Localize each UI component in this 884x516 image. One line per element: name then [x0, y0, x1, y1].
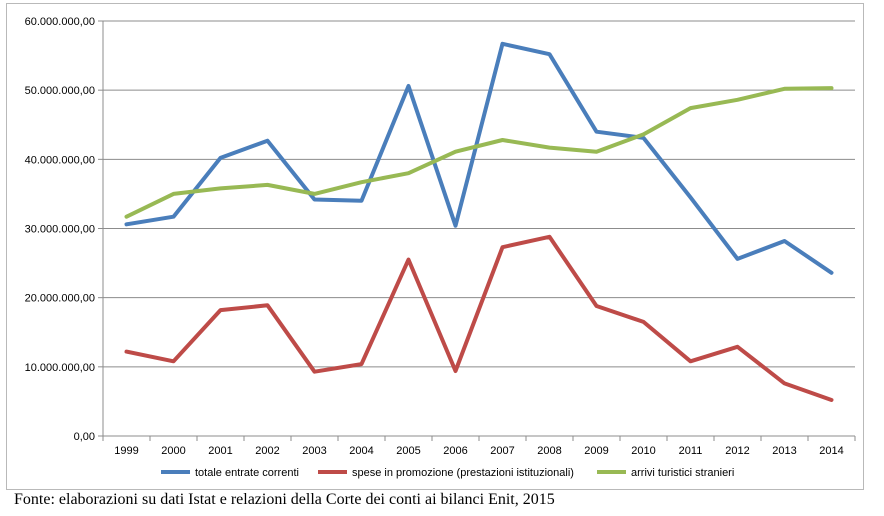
chart-frame — [6, 3, 864, 490]
data-point — [126, 223, 127, 225]
x-tick-label: 2003 — [302, 445, 326, 457]
data-point — [831, 399, 832, 401]
y-tick-label: 0,00 — [74, 431, 95, 443]
x-tick-label: 2010 — [631, 445, 655, 457]
series-line — [124, 86, 834, 219]
legend-label: spese in promozione (prestazioni istituz… — [352, 467, 574, 479]
data-point — [596, 131, 597, 133]
source-note: Fonte: elaborazioni su dati Istat e rela… — [14, 491, 555, 508]
data-point — [267, 304, 268, 306]
y-tick-label: 40.000.000,00 — [25, 154, 95, 166]
series-line — [124, 41, 834, 275]
data-point — [455, 225, 456, 227]
data-point — [220, 187, 221, 189]
x-tick-label: 2007 — [490, 445, 514, 457]
data-point — [126, 351, 127, 353]
y-tick-label: 60.000.000,00 — [25, 16, 95, 28]
data-point — [549, 147, 550, 149]
data-point — [173, 360, 174, 362]
data-point — [596, 305, 597, 307]
x-tick-label: 2009 — [584, 445, 608, 457]
data-point — [690, 107, 691, 109]
data-point — [455, 370, 456, 372]
data-point — [267, 184, 268, 186]
x-tick-label: 2006 — [443, 445, 467, 457]
data-point — [549, 53, 550, 55]
legend: totale entrate correnti spese in promozio… — [161, 467, 734, 479]
data-point — [220, 157, 221, 159]
data-point — [549, 236, 550, 238]
data-point — [502, 246, 503, 248]
data-point — [220, 309, 221, 311]
data-point — [314, 371, 315, 373]
x-tick-label: 2004 — [349, 445, 373, 457]
y-axis: 0,00 10.000.000,00 20.000.000,00 30.000.000… — [25, 16, 104, 443]
data-point — [643, 133, 644, 135]
data-point — [408, 172, 409, 174]
y-tick-label: 10.000.000,00 — [25, 362, 95, 374]
data-point — [784, 240, 785, 242]
x-axis: 1999 2000 2001 2002 2003 2004 2005 2006 2007 2008… — [102, 436, 856, 457]
gridlines — [103, 20, 855, 437]
data-point — [361, 200, 362, 202]
legend-label: arrivi turistici stranieri — [631, 467, 734, 479]
data-point — [737, 99, 738, 101]
series-lines — [124, 41, 834, 402]
data-point — [314, 198, 315, 200]
data-point — [173, 216, 174, 218]
data-point — [455, 151, 456, 153]
data-point — [314, 193, 315, 195]
x-tick-label: 1999 — [114, 445, 138, 457]
data-point — [361, 363, 362, 365]
data-point — [126, 216, 127, 218]
x-tick-label: 2005 — [396, 445, 420, 457]
data-point — [267, 140, 268, 142]
x-tick-label: 2001 — [208, 445, 232, 457]
x-tick-label: 2011 — [679, 445, 703, 457]
x-tick-label: 2000 — [161, 445, 185, 457]
x-tick-label: 2008 — [537, 445, 561, 457]
data-point — [408, 259, 409, 261]
data-point — [690, 196, 691, 198]
series-line — [124, 234, 834, 402]
data-point — [831, 272, 832, 274]
data-point — [784, 88, 785, 90]
data-point — [784, 382, 785, 384]
data-point — [643, 321, 644, 323]
data-point — [596, 151, 597, 153]
data-point — [408, 85, 409, 87]
data-point — [690, 360, 691, 362]
data-point — [502, 139, 503, 141]
data-point — [361, 181, 362, 183]
x-tick-label: 2014 — [819, 445, 843, 457]
y-tick-label: 50.000.000,00 — [25, 85, 95, 97]
data-point — [737, 258, 738, 260]
legend-label: totale entrate correnti — [195, 467, 299, 479]
data-point — [643, 137, 644, 139]
data-point — [831, 87, 832, 89]
x-tick-label: 2013 — [772, 445, 796, 457]
y-tick-label: 20.000.000,00 — [25, 293, 95, 305]
data-point — [173, 193, 174, 195]
y-tick-label: 30.000.000,00 — [25, 224, 95, 236]
data-point — [502, 43, 503, 45]
x-tick-label: 2002 — [255, 445, 279, 457]
data-point — [737, 346, 738, 348]
x-tick-label: 2012 — [725, 445, 749, 457]
